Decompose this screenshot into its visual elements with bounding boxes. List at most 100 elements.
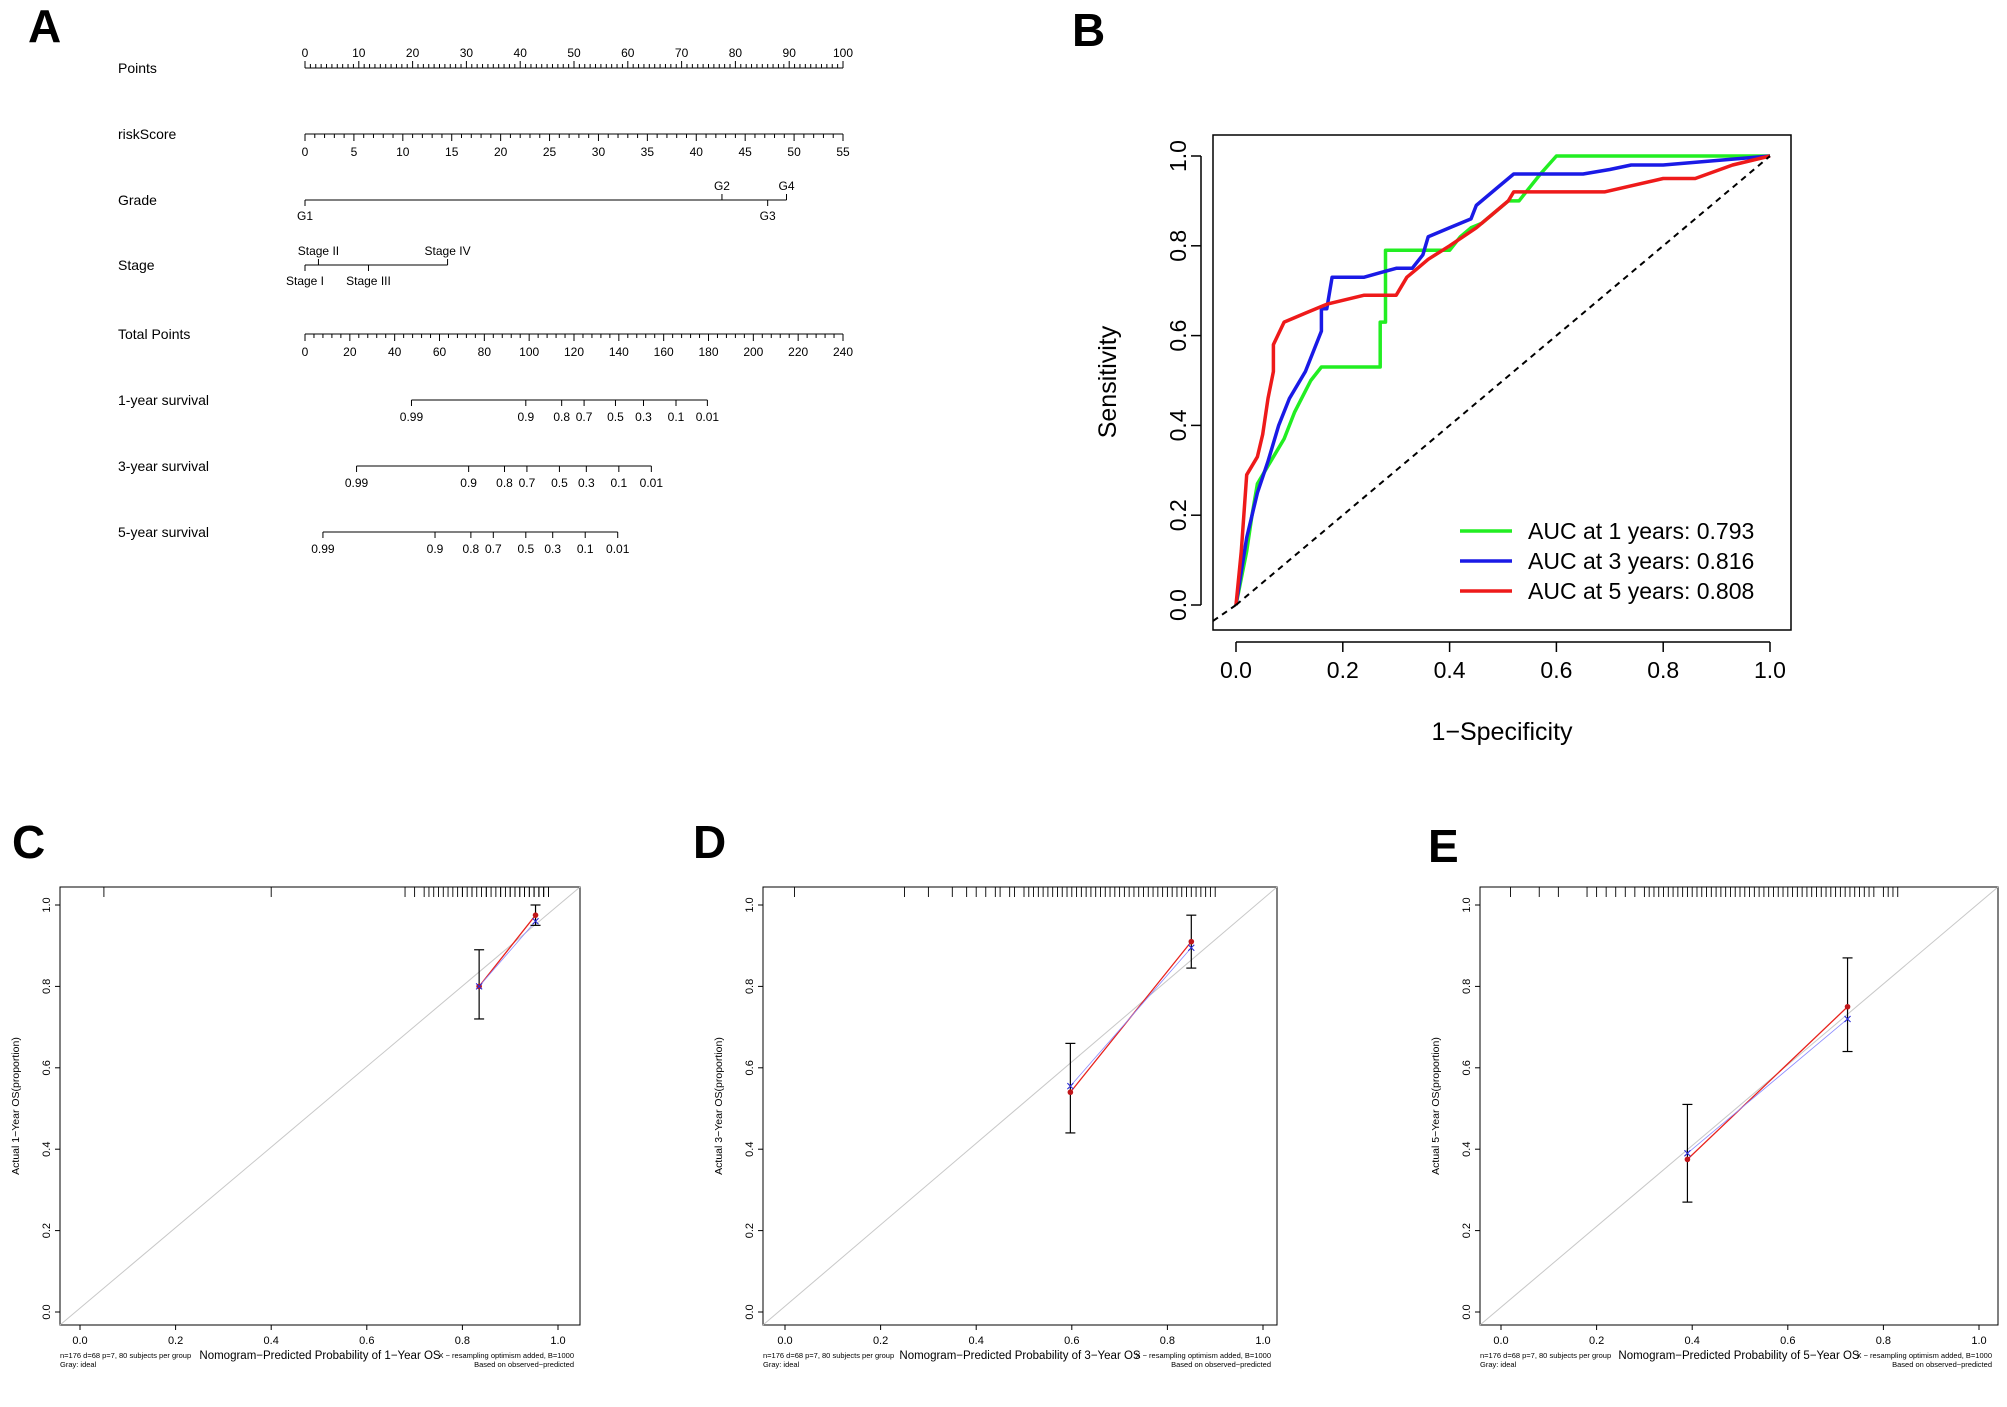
cal-footnote-left: Gray: ideal <box>763 1360 800 1369</box>
cal-y-tick-label: 0.8 <box>744 979 756 994</box>
nomogram-prob-label: 0.1 <box>668 410 685 424</box>
cal-x-tick-label: 0.0 <box>72 1335 87 1347</box>
cal-y-tick-label: 0.6 <box>1461 1060 1473 1075</box>
nomogram-prob-label: 0.3 <box>544 542 561 556</box>
nomogram-tick-label: 50 <box>567 46 581 60</box>
nomogram-row-label: 1-year survival <box>118 392 209 408</box>
nomogram-tick-label: 90 <box>783 46 797 60</box>
nomogram-tick-label: 180 <box>698 345 718 359</box>
nomogram-tick-label: 20 <box>406 46 420 60</box>
panel-letter-c: C <box>12 816 45 868</box>
cal-y-tick-label: 0.6 <box>41 1060 53 1075</box>
nomogram-prob-label: 0.7 <box>519 476 536 490</box>
cal-y-tick-label: 1.0 <box>41 897 53 912</box>
cal-y-tick-label: 0.4 <box>744 1142 756 1157</box>
cal-x-tick-label: 1.0 <box>550 1335 565 1347</box>
nomogram-tick-label: 0 <box>302 46 309 60</box>
roc-y-tick-label: 0.4 <box>1165 409 1191 441</box>
nomogram-prob-label: 0.9 <box>427 542 444 556</box>
nomogram-tick-label: 45 <box>739 145 753 159</box>
cal-x-axis-title: Nomogram−Predicted Probability of 3−Year… <box>899 1350 1141 1362</box>
cal-bias-corrected-marker <box>475 983 483 990</box>
panel-letter-e: E <box>1428 820 1459 872</box>
nomogram-tick-label: 0 <box>302 145 309 159</box>
nomogram-row-label: Stage <box>118 257 155 273</box>
nomogram-tick-label: 5 <box>351 145 358 159</box>
roc-series-line-2 <box>1234 154 1771 606</box>
calibration-5-year-panel: 0.0 0.2 0.4 0.6 0.8 1.0 0.0 0.2 0.4 0.6 0.8 1.0 Nomo… <box>1430 886 1999 1369</box>
cal-observed-point <box>1067 1089 1074 1096</box>
cal-x-tick-label: 0.2 <box>168 1335 183 1347</box>
cal-x-tick-label: 0.4 <box>969 1335 984 1347</box>
nomogram-tick-label: 100 <box>519 345 539 359</box>
roc-x-tick-label: 0.6 <box>1540 657 1572 683</box>
nomogram-tick-label: 60 <box>621 46 635 60</box>
calibration-3-year-panel: 0.0 0.2 0.4 0.6 0.8 1.0 0.0 0.2 0.4 0.6 0.8 1.0 Nomo… <box>713 886 1278 1369</box>
cal-footnote-left: Gray: ideal <box>1480 1360 1517 1369</box>
nomogram-prob-label: 0.5 <box>517 542 534 556</box>
nomogram-prob-label: 0.5 <box>607 410 624 424</box>
cal-plot-frame <box>59 886 581 1326</box>
cal-bias-corrected-line <box>1687 1018 1848 1154</box>
cal-observed-point <box>532 912 539 918</box>
roc-x-tick-label: 0.2 <box>1327 657 1359 683</box>
nomogram-row-label: 3-year survival <box>118 458 209 474</box>
cal-bias-corrected-line <box>1070 947 1192 1087</box>
nomogram-category-label: Stage I <box>286 274 324 288</box>
nomogram-tick-label: 40 <box>388 345 402 359</box>
cal-observed-point <box>1844 1003 1851 1010</box>
nomogram-row-label: Grade <box>118 192 157 208</box>
nomogram-category-label: G4 <box>779 179 795 193</box>
panel-letter-b: B <box>1072 4 1105 56</box>
nomogram-tick-label: 25 <box>543 145 557 159</box>
cal-bias-corrected-marker <box>1844 1015 1851 1023</box>
cal-y-tick-label: 0.0 <box>744 1304 756 1319</box>
nomogram-prob-label: 0.5 <box>551 476 568 490</box>
nomogram-tick-label: 60 <box>433 345 447 359</box>
cal-bias-corrected-marker <box>1187 944 1195 952</box>
nomogram-tick-label: 220 <box>788 345 808 359</box>
nomogram-prob-label: 0.01 <box>696 410 720 424</box>
nomogram-prob-label: 0.8 <box>496 476 513 490</box>
roc-plot-frame <box>1212 134 1792 631</box>
nomogram-tick-label: 140 <box>609 345 629 359</box>
roc-series-line-3 <box>1234 154 1771 606</box>
cal-observed-point <box>1188 938 1195 945</box>
cal-x-axis-title: Nomogram−Predicted Probability of 1−Year… <box>199 1350 441 1362</box>
cal-ideal-line <box>1479 886 1999 1326</box>
cal-bias-corrected-marker <box>1684 1149 1691 1157</box>
cal-x-tick-label: 0.4 <box>264 1335 279 1347</box>
nomogram-tick-label: 120 <box>564 345 584 359</box>
calibration-1-year-panel: 0.0 0.2 0.4 0.6 0.8 1.0 0.0 0.2 0.4 0.6 0.8 1.0 Nomo… <box>10 886 581 1369</box>
nomogram-tick-label: 100 <box>833 46 853 60</box>
cal-ideal-line <box>762 886 1278 1326</box>
nomogram-tick-label: 160 <box>654 345 674 359</box>
panel-letter-d: D <box>693 816 726 868</box>
nomogram-prob-label: 0.99 <box>400 410 424 424</box>
nomogram-prob-label: 0.99 <box>345 476 369 490</box>
cal-y-tick-label: 0.8 <box>1461 979 1473 994</box>
cal-y-tick-label: 0.2 <box>1461 1223 1473 1238</box>
roc-y-tick-label: 0.0 <box>1165 589 1191 621</box>
nomogram-prob-label: 0.99 <box>311 542 335 556</box>
roc-x-tick-label: 0.0 <box>1220 657 1252 683</box>
roc-y-tick-label: 0.6 <box>1165 320 1191 352</box>
nomogram-prob-label: 0.7 <box>485 542 502 556</box>
roc-x-tick-label: 1.0 <box>1754 657 1786 683</box>
roc-y-tick-label: 1.0 <box>1165 140 1191 172</box>
cal-x-tick-label: 0.6 <box>359 1335 374 1347</box>
nomogram-tick-label: 70 <box>675 46 689 60</box>
cal-footnote-right: Based on observed−predicted <box>1892 1360 1992 1369</box>
nomogram-tick-label: 80 <box>478 345 492 359</box>
nomogram-tick-label: 10 <box>352 46 366 60</box>
cal-x-tick-label: 0.6 <box>1064 1335 1079 1347</box>
cal-x-tick-label: 0.0 <box>777 1335 792 1347</box>
cal-footnote-right: X − resampling optimism added, B=1000 <box>1857 1351 1993 1360</box>
nomogram-category-label: G1 <box>297 209 313 223</box>
roc-x-tick-label: 0.4 <box>1434 657 1466 683</box>
nomogram-tick-label: 50 <box>787 145 801 159</box>
nomogram-prob-label: 0.01 <box>640 476 664 490</box>
nomogram-category-label: G2 <box>714 179 730 193</box>
nomogram-prob-label: 0.8 <box>553 410 570 424</box>
